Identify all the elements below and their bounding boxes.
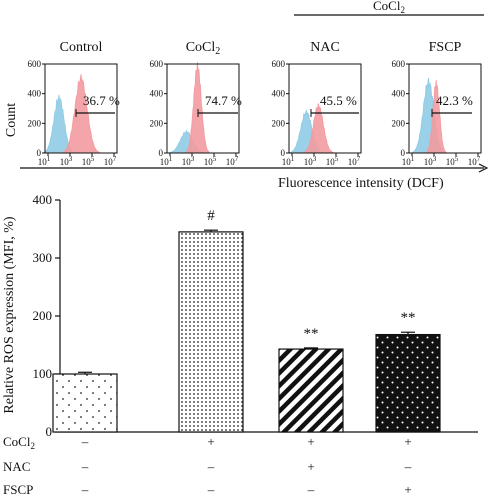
bar xyxy=(178,231,244,433)
condition-value: – xyxy=(81,482,89,497)
condition-value: + xyxy=(404,434,411,449)
bar-y-tick-label: 100 xyxy=(33,366,53,381)
bar xyxy=(375,333,441,433)
gate-percent-label: 74.7 % xyxy=(205,93,242,108)
bar xyxy=(52,373,118,433)
histogram-sample-peak xyxy=(425,79,447,154)
bar-y-tick-label: 0 xyxy=(46,424,53,439)
histogram-x-tick-label: 107 xyxy=(468,155,481,167)
histogram-y-axis-label: Count xyxy=(4,103,19,137)
histogram-panel-frame xyxy=(166,63,240,154)
bar-y-tick-label: 200 xyxy=(33,308,53,323)
condition-value: + xyxy=(207,434,214,449)
condition-value: – xyxy=(81,434,89,449)
condition-value: + xyxy=(307,434,314,449)
histogram-y-tick-label: 600 xyxy=(150,59,164,69)
bar-y-tick-label: 400 xyxy=(33,192,53,207)
condition-row-cocl2: CoCl2 – + + + xyxy=(3,434,412,451)
histogram-x-tick-label: 105 xyxy=(326,155,339,167)
histogram-x-tick-label: 105 xyxy=(204,155,217,167)
histogram-x-tick-label: 105 xyxy=(446,155,459,167)
condition-value: – xyxy=(207,482,215,497)
histogram-y-tick-label: 200 xyxy=(392,118,406,128)
condition-value: – xyxy=(404,459,412,474)
bar-group-2: # xyxy=(178,208,244,433)
histogram-panel-frame xyxy=(408,63,482,154)
histogram-y-tick-label: 0 xyxy=(281,148,286,158)
bar-chart: Relative ROS expression (MFI, %) 0 100 200… xyxy=(2,192,478,497)
condition-row-label: CoCl2 xyxy=(3,434,35,451)
gate-percent-label: 45.5 % xyxy=(320,93,357,108)
histogram-sample-peak xyxy=(303,103,334,154)
bar xyxy=(278,348,344,433)
histogram-x-tick-label: 107 xyxy=(104,155,117,167)
histogram-panel-title: FSCP xyxy=(429,40,462,55)
gate-percent-label: 36.7 % xyxy=(83,93,120,108)
histogram-x-tick-label: 101 xyxy=(402,155,415,167)
group-label-sub: 2 xyxy=(400,5,405,15)
condition-value: – xyxy=(207,459,215,474)
histogram-panel-2: CoCl2 0 200 400 600 101 103 105 107 74.7 % xyxy=(150,40,243,167)
histogram-y-tick-label: 600 xyxy=(272,59,286,69)
histogram-panel-4: FSCP 0 200 400 600 101 103 105 107 42.3 % xyxy=(392,40,482,167)
histogram-panel-title: CoCl2 xyxy=(186,40,221,57)
histogram-y-tick-label: 400 xyxy=(392,89,406,99)
condition-value: + xyxy=(307,459,314,474)
group-label: CoCl2 xyxy=(373,0,405,15)
fluorescence-axis-arrow xyxy=(478,163,488,173)
histogram-y-tick-label: 400 xyxy=(150,89,164,99)
histogram-panel-frame xyxy=(44,63,118,154)
histogram-panel-1: Control 0 200 400 600 101 103 105 107 36.7 % xyxy=(28,40,121,167)
histogram-y-tick-label: 0 xyxy=(159,148,164,158)
condition-value: – xyxy=(307,482,315,497)
significance-marker: # xyxy=(207,208,215,224)
histogram-y-tick-label: 200 xyxy=(28,118,42,128)
histogram-panel-frame xyxy=(288,63,362,154)
histogram-x-tick-label: 103 xyxy=(304,155,317,167)
histogram-x-tick-label: 101 xyxy=(160,155,173,167)
condition-row-nac: NAC – – + – xyxy=(3,459,412,474)
histogram-y-tick-label: 200 xyxy=(150,118,164,128)
histogram-y-tick-label: 0 xyxy=(37,148,42,158)
condition-value: – xyxy=(81,459,89,474)
significance-marker: ** xyxy=(304,326,319,342)
histogram-y-tick-label: 0 xyxy=(401,148,406,158)
histogram-panel-title: NAC xyxy=(310,40,340,55)
condition-row-label: NAC xyxy=(3,459,30,474)
histogram-y-tick-label: 600 xyxy=(28,59,42,69)
histogram-panel-3: NAC 0 200 400 600 101 103 105 107 45.5 % xyxy=(272,40,362,167)
histogram-y-tick-label: 600 xyxy=(392,59,406,69)
histogram-y-tick-label: 400 xyxy=(28,89,42,99)
bar-group-1 xyxy=(52,371,118,433)
histogram-x-tick-label: 103 xyxy=(182,155,195,167)
bar-group-4: ** xyxy=(375,310,441,433)
histogram-x-tick-label: 103 xyxy=(60,155,73,167)
histogram-y-tick-label: 200 xyxy=(272,118,286,128)
histogram-x-tick-label: 101 xyxy=(38,155,51,167)
histogram-x-tick-label: 107 xyxy=(348,155,361,167)
condition-row-fscp: FSCP – – – + xyxy=(3,482,412,497)
condition-row-label: FSCP xyxy=(3,482,33,497)
bar-y-axis-label: Relative ROS expression (MFI, %) xyxy=(2,216,17,413)
bar-group-3: ** xyxy=(278,326,344,433)
histogram-sample-peak xyxy=(185,61,210,154)
condition-value: + xyxy=(404,482,411,497)
bar-y-tick-label: 300 xyxy=(33,250,53,265)
gate-percent-label: 42.3 % xyxy=(436,93,473,108)
histogram-y-tick-label: 400 xyxy=(272,89,286,99)
group-label-main: CoCl xyxy=(373,0,401,13)
histogram-x-tick-label: 101 xyxy=(282,155,295,167)
histogram-x-axis-label: Fluorescence intensity (DCF) xyxy=(278,176,444,191)
histogram-x-tick-label: 103 xyxy=(424,155,437,167)
histogram-panel-title: Control xyxy=(60,40,103,55)
histogram-x-tick-label: 105 xyxy=(82,155,95,167)
histogram-x-tick-label: 107 xyxy=(226,155,239,167)
significance-marker: ** xyxy=(401,310,416,326)
